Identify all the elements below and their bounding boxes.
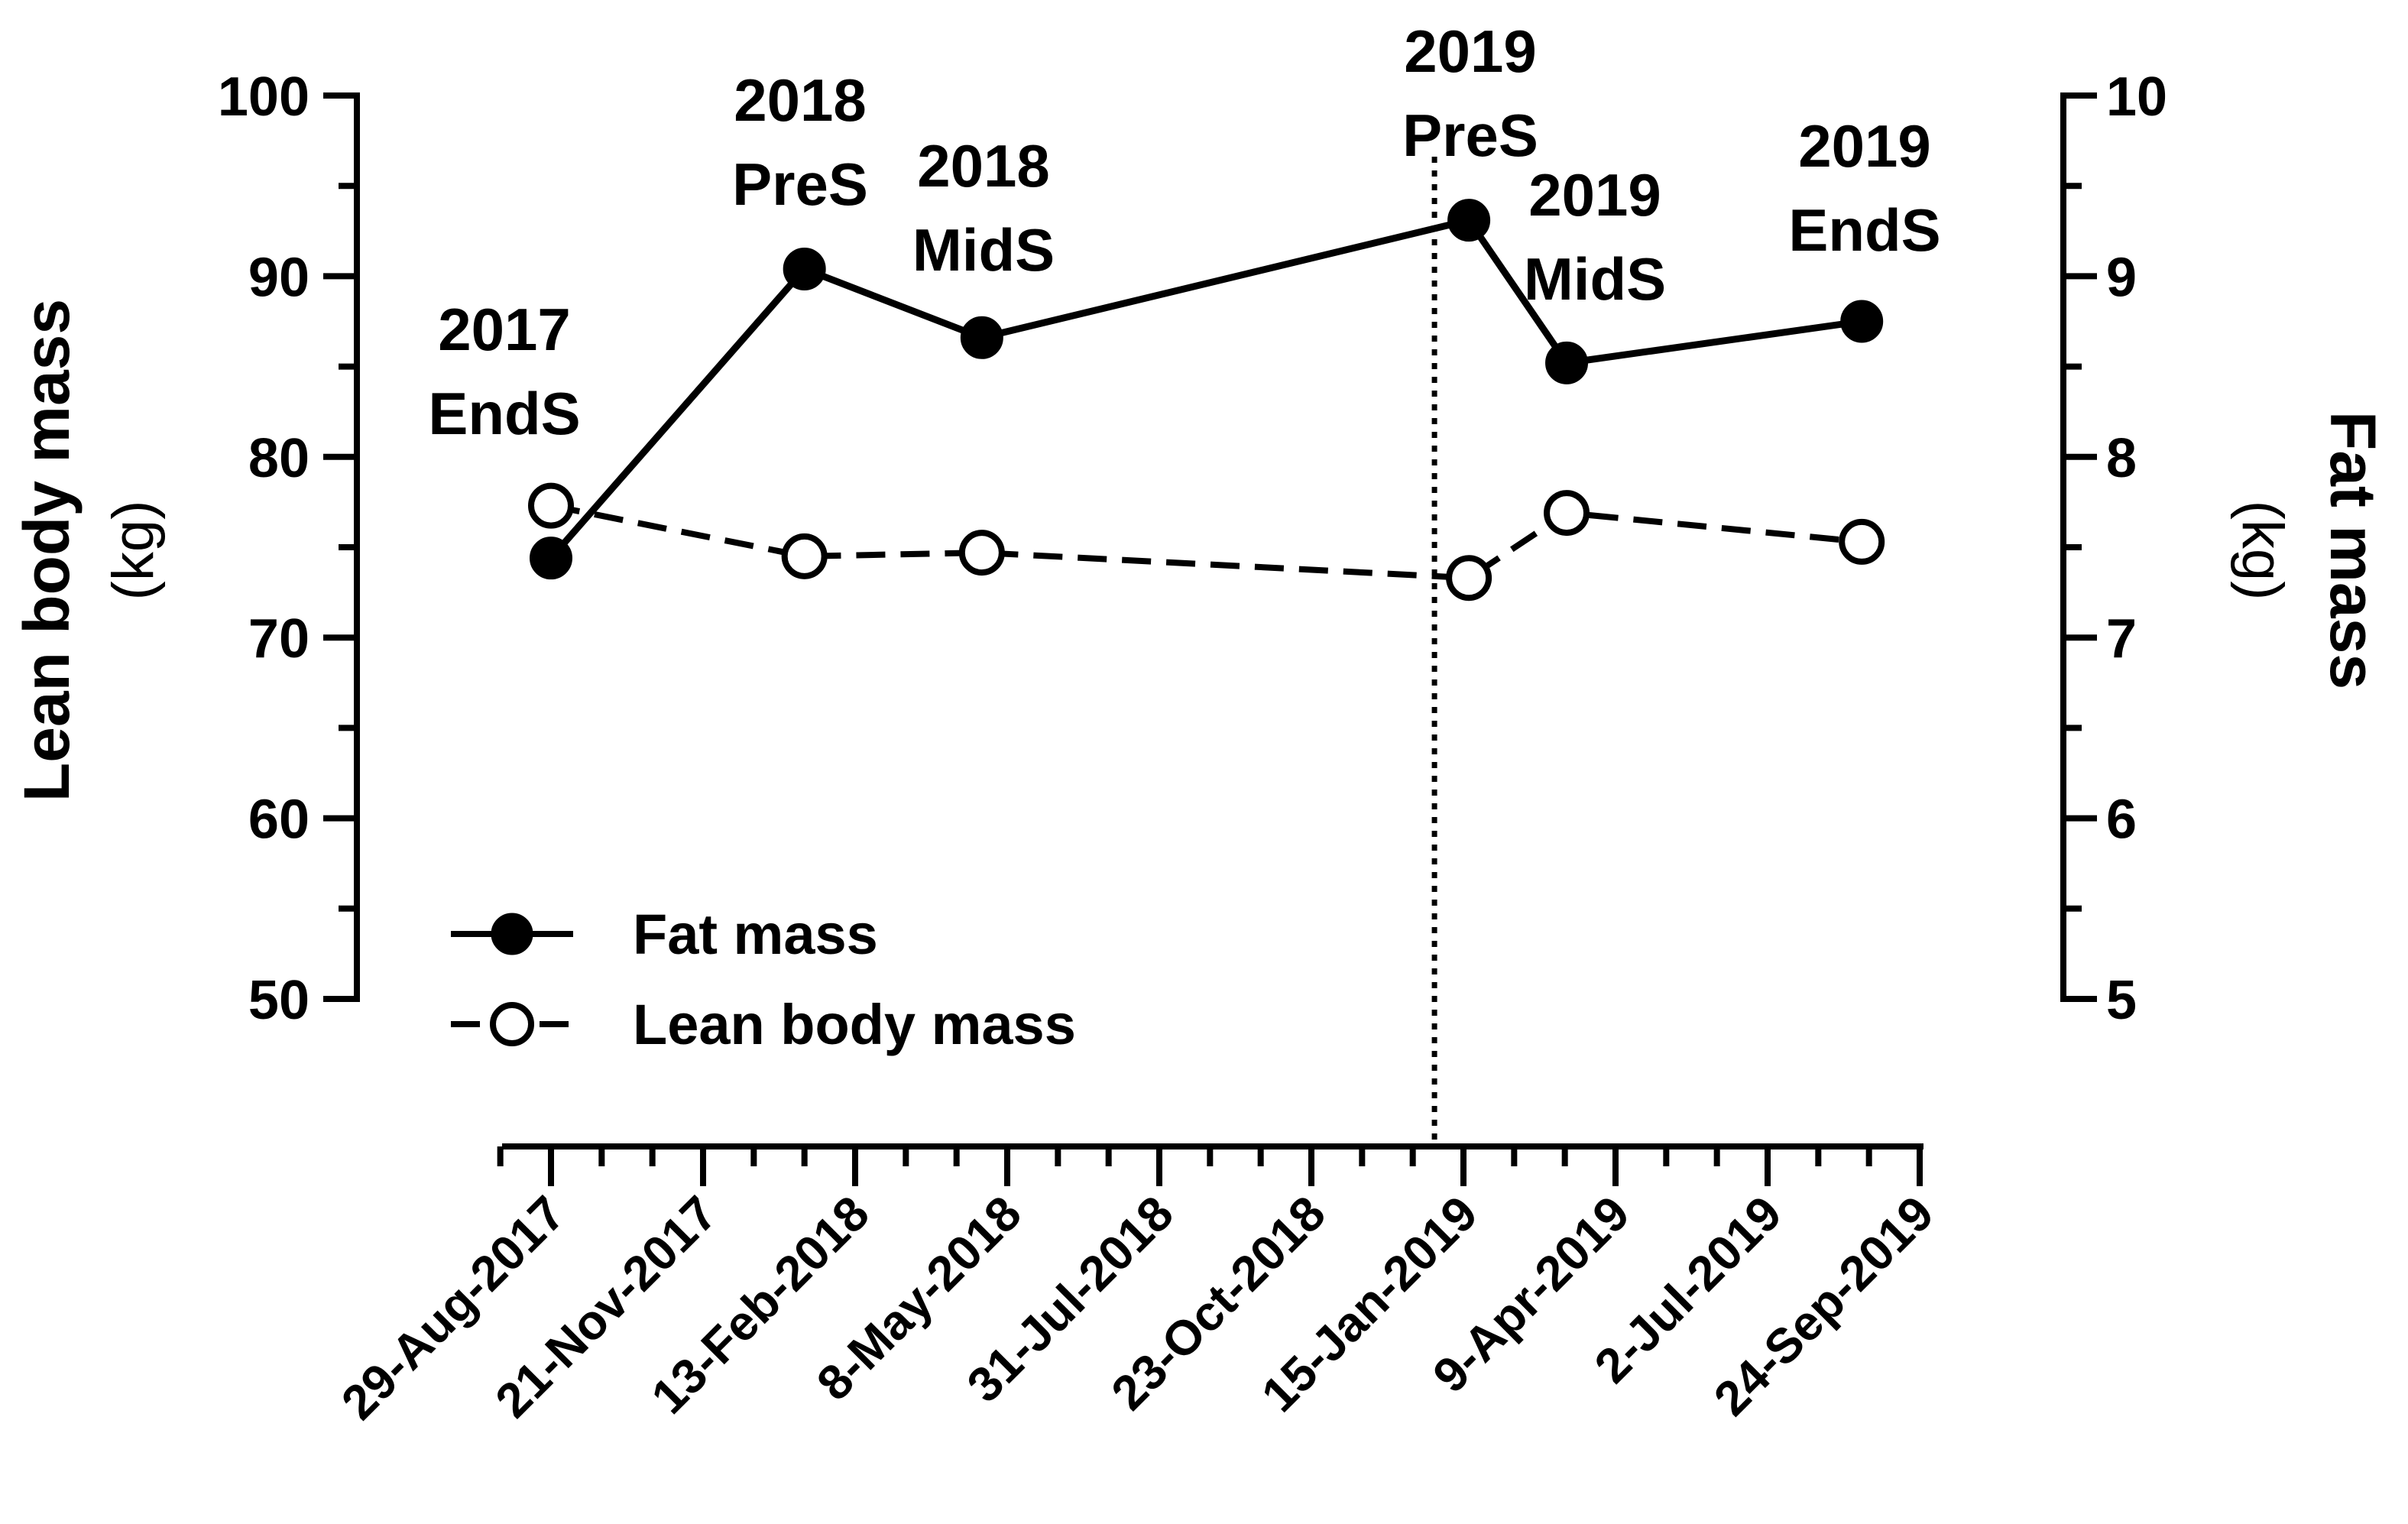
lean-body-mass-point [1446,555,1492,601]
axes: 5060708090100567891029-Aug-201721-Nov-20… [218,66,2167,1430]
left-y-tick-label: 80 [248,428,310,489]
season-annotation-phase: EndS [428,380,580,447]
fat-mass-point [1447,199,1491,242]
fat-mass-point [1545,341,1589,384]
right-y-tick-label: 7 [2106,608,2137,670]
series-line-fat-mass [548,216,1862,561]
right-y-tick-label: 8 [2106,428,2137,489]
left-y-tick-label: 60 [248,790,310,851]
fat-mass-point [530,537,572,580]
left-y-tick-label: 70 [248,608,310,670]
fat-mass-point [783,247,826,290]
season-annotation-phase: EndS [1788,196,1940,264]
lean-body-mass-point [1839,518,1885,565]
season-annotation-year: 2019 [1528,161,1661,229]
right-y-tick-label: 6 [2106,790,2137,851]
fat-mass-point [1840,300,1884,343]
lean-body-mass-point [528,482,574,529]
lean-body-mass-point [958,530,1005,576]
right-axis-unit: (kg) [2230,501,2295,601]
season-annotation-year: 2019 [1404,18,1537,85]
season-annotation-phase: MidS [912,216,1055,284]
season-annotation-phase: PreS [1402,102,1538,169]
legend-label-fat-mass: Fat mass [633,903,878,966]
season-annotation-phase: MidS [1524,245,1666,313]
fat-mass-point [960,316,1003,359]
right-axis-title: Fat mass [2317,411,2389,689]
right-y-tick-label: 10 [2106,66,2167,128]
season-annotation-year: 2019 [1798,112,1931,180]
lean-body-mass-point [1544,490,1590,537]
series-group [528,199,1885,601]
season-annotation-year: 2018 [917,132,1050,199]
left-axis-unit: (kg) [101,501,166,601]
lean-body-mass-point [781,533,828,579]
season-annotation-phase: PreS [732,151,868,218]
left-y-tick-label: 50 [248,970,310,1031]
legend-marker-fat-mass [491,913,533,955]
legend-label-lean-body-mass: Lean body mass [633,993,1076,1056]
series-line-lean-body-mass [550,502,1862,582]
season-annotation-year: 2017 [438,296,571,363]
left-axis-title: Lean body mass [11,299,83,802]
left-y-tick-label: 90 [248,247,310,308]
legend: Fat mass Lean body mass [451,903,1076,1056]
right-y-tick-label: 5 [2106,970,2137,1031]
legend-marker-lean-body-mass [490,1002,534,1046]
left-y-tick-label: 100 [218,66,310,128]
right-y-tick-label: 9 [2106,247,2137,308]
season-annotation-year: 2018 [734,66,867,134]
